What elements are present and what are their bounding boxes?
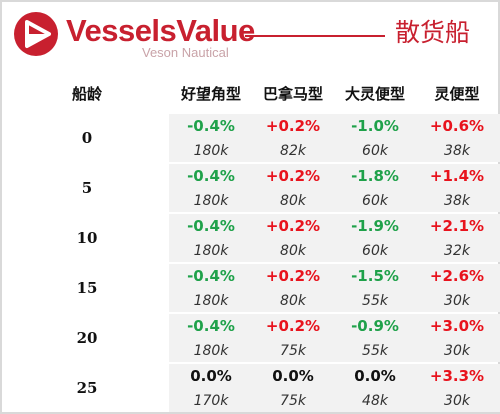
- age-cell: 15: [76, 279, 98, 297]
- table-row: [169, 164, 500, 212]
- value-cell: 55k: [362, 293, 388, 309]
- header-divider: [245, 35, 385, 37]
- change-cell: +0.2%: [265, 167, 321, 185]
- change-cell: -1.9%: [351, 217, 399, 235]
- table-row: [169, 314, 500, 362]
- table-row: [169, 214, 500, 262]
- change-cell: -1.0%: [351, 117, 399, 135]
- change-cell: 0.0%: [272, 367, 314, 385]
- value-cell: 180k: [193, 143, 229, 159]
- value-cell: 180k: [193, 193, 229, 209]
- change-cell: +3.3%: [429, 367, 485, 385]
- change-cell: -0.4%: [187, 117, 235, 135]
- column-header: 好望角型: [180, 85, 241, 103]
- change-cell: +0.2%: [265, 317, 321, 335]
- value-cell: 32k: [444, 243, 470, 259]
- value-cell: 180k: [193, 293, 229, 309]
- change-cell: +0.2%: [265, 217, 321, 235]
- value-cell: 30k: [444, 293, 470, 309]
- value-cell: 80k: [280, 243, 306, 259]
- column-header: 巴拿马型: [262, 85, 323, 103]
- value-cell: 38k: [444, 193, 470, 209]
- value-cell: 82k: [280, 143, 306, 159]
- change-cell: +3.0%: [429, 317, 485, 335]
- age-column-header: 船龄: [71, 85, 102, 103]
- value-cell: 60k: [362, 243, 388, 259]
- change-cell: -0.4%: [187, 217, 235, 235]
- change-cell: -0.4%: [187, 167, 235, 185]
- value-cell: 30k: [444, 343, 470, 359]
- age-cell: 25: [76, 379, 98, 397]
- brand-subtitle: Veson Nautical: [142, 45, 229, 60]
- change-cell: -0.9%: [351, 317, 399, 335]
- column-header: 灵便型: [434, 85, 480, 103]
- value-cell: 48k: [362, 393, 388, 409]
- value-cell: 75k: [280, 343, 306, 359]
- change-cell: +0.2%: [265, 117, 321, 135]
- change-cell: +0.2%: [265, 267, 321, 285]
- value-cell: 60k: [362, 193, 388, 209]
- change-cell: +2.1%: [429, 217, 485, 235]
- vesselsvalue-logo-icon: [14, 12, 58, 56]
- change-cell: -1.8%: [351, 167, 399, 185]
- age-cell: 5: [81, 179, 93, 197]
- change-cell: 0.0%: [190, 367, 232, 385]
- change-cell: +1.4%: [429, 167, 485, 185]
- value-cell: 180k: [193, 343, 229, 359]
- value-cell: 80k: [280, 293, 306, 309]
- age-cell: 0: [81, 129, 93, 147]
- table-row: [169, 114, 500, 162]
- page-title: 散货船: [395, 18, 471, 47]
- change-cell: -0.4%: [187, 267, 235, 285]
- value-cell: 38k: [444, 143, 470, 159]
- brand-name: VesselsValue: [66, 13, 255, 48]
- change-cell: -1.5%: [351, 267, 399, 285]
- change-cell: +0.6%: [429, 117, 485, 135]
- value-cell: 60k: [362, 143, 388, 159]
- change-cell: +2.6%: [429, 267, 485, 285]
- age-cell: 20: [76, 329, 98, 347]
- change-cell: -0.4%: [187, 317, 235, 335]
- value-cell: 170k: [193, 393, 229, 409]
- value-cell: 75k: [280, 393, 306, 409]
- table-row: [169, 264, 500, 312]
- value-cell: 55k: [362, 343, 388, 359]
- value-cell: 180k: [193, 243, 229, 259]
- column-header: 大灵便型: [344, 85, 405, 103]
- value-cell: 80k: [280, 193, 306, 209]
- value-cell: 30k: [444, 393, 470, 409]
- change-cell: 0.0%: [354, 367, 396, 385]
- age-cell: 10: [76, 229, 98, 247]
- table-row: [169, 364, 500, 412]
